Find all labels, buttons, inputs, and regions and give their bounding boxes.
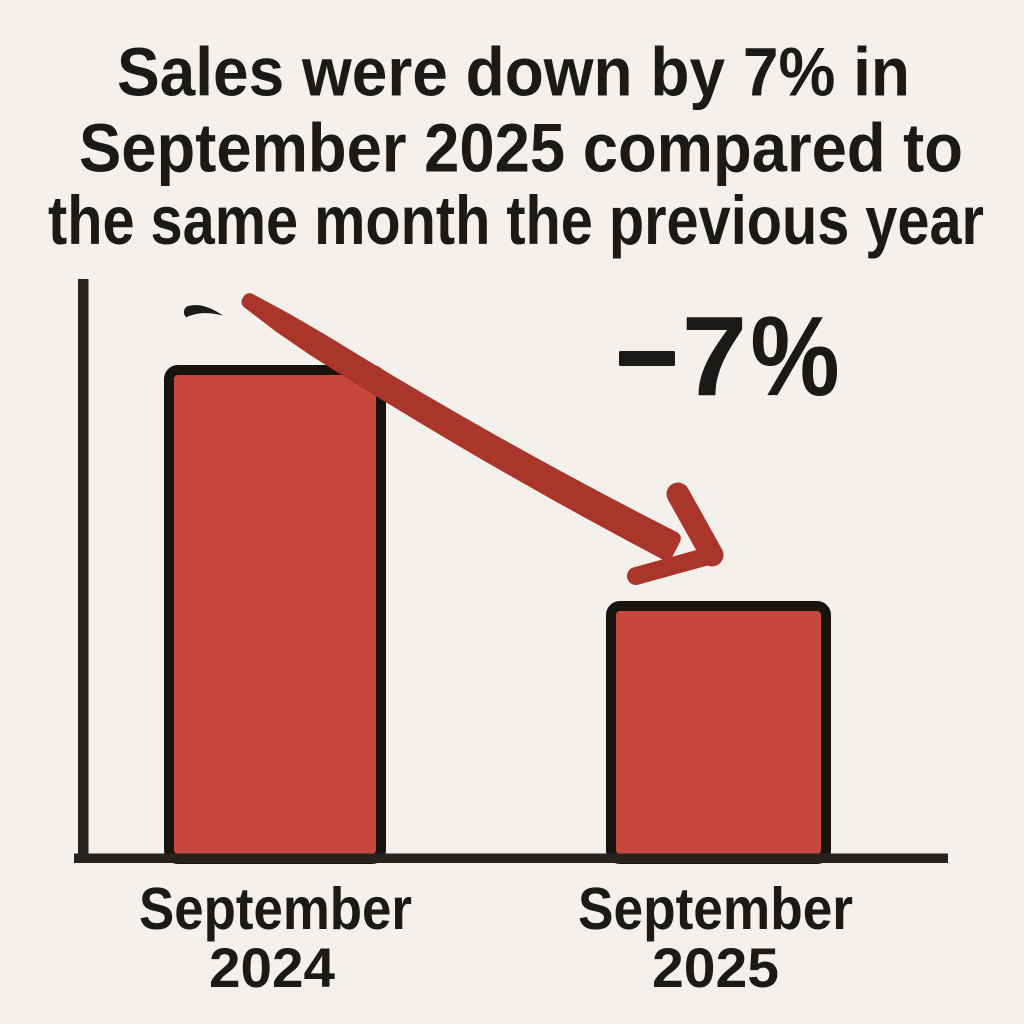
svg-text:2024: 2024 bbox=[209, 936, 335, 999]
svg-text:September: September bbox=[139, 876, 412, 942]
svg-text:7: 7 bbox=[682, 293, 748, 419]
svg-text:the same month the previous ye: the same month the previous year bbox=[48, 182, 984, 259]
svg-text:Sales were down by 7% in: Sales were down by 7% in bbox=[117, 34, 910, 111]
svg-text:2025: 2025 bbox=[652, 936, 779, 999]
svg-text:%: % bbox=[750, 293, 839, 419]
svg-text:September 2025 compared to: September 2025 compared to bbox=[79, 110, 963, 187]
svg-text:September: September bbox=[578, 876, 853, 942]
